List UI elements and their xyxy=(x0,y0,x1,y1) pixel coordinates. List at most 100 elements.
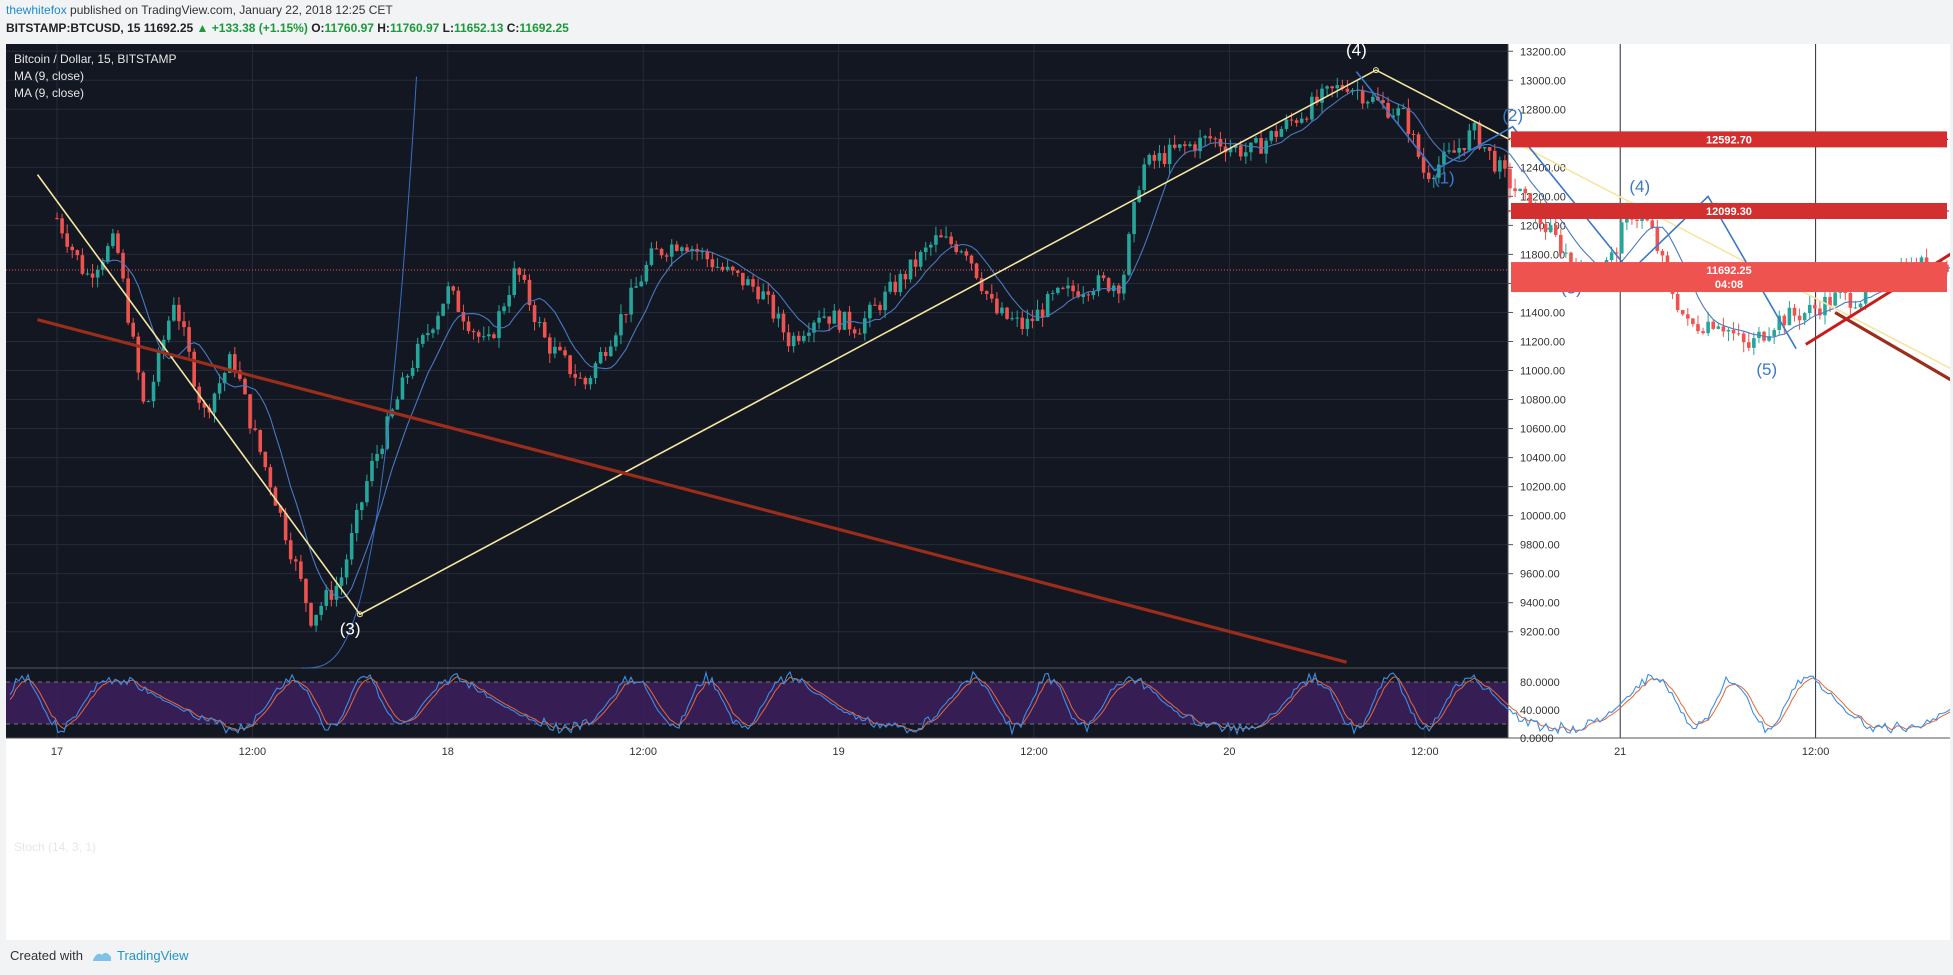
candle-body xyxy=(685,247,689,252)
candle-body xyxy=(1746,342,1751,348)
price-chart[interactable]: 13200.0013000.0012800.0012600.0012400.00… xyxy=(6,44,1950,940)
candle-body xyxy=(1086,294,1091,296)
candle-body xyxy=(243,378,247,395)
candle-body xyxy=(741,272,745,286)
low-label: L: xyxy=(442,21,454,35)
candle-body xyxy=(878,304,882,311)
candle-body xyxy=(1752,338,1756,348)
candle-body xyxy=(802,335,806,341)
candle-body xyxy=(1050,292,1055,294)
candle-body xyxy=(349,533,354,560)
y-tick-label: 13000.00 xyxy=(1520,75,1566,87)
candle-body xyxy=(1553,225,1558,235)
candle-body xyxy=(1015,317,1019,319)
candle-body xyxy=(1198,137,1202,152)
author-link[interactable]: thewhitefox xyxy=(6,3,67,17)
change-arrow-icon: ▲ xyxy=(196,21,209,35)
candle-body xyxy=(481,336,486,338)
candle-body xyxy=(807,332,811,336)
candle-body xyxy=(1640,217,1644,221)
candle-body xyxy=(761,291,765,300)
candle-body xyxy=(405,375,410,378)
candle-body xyxy=(1244,152,1248,157)
candle-body xyxy=(293,559,298,562)
trendline[interactable] xyxy=(1834,311,1950,654)
candle-body xyxy=(593,363,598,379)
trend-handle[interactable] xyxy=(356,611,363,618)
price-axis-badge-label: 11692.25 xyxy=(1706,265,1751,277)
candle-body xyxy=(1177,144,1182,148)
y-tick-label: 9400.00 xyxy=(1520,598,1560,610)
candle-body xyxy=(1096,275,1101,292)
candle-body xyxy=(857,333,862,335)
candle-body xyxy=(487,334,491,337)
candle-body xyxy=(1371,96,1375,102)
candle-body xyxy=(1477,122,1482,149)
candle-body xyxy=(659,248,664,256)
candle-body xyxy=(1045,293,1050,317)
chart-area[interactable]: 13200.0013000.0012800.0012600.0012400.00… xyxy=(6,44,1950,940)
y-tick-label: 10800.00 xyxy=(1520,395,1566,407)
candle-body xyxy=(1452,150,1456,153)
candle-body xyxy=(1731,329,1736,334)
tradingview-brand[interactable]: TradingView xyxy=(91,948,189,963)
elliott-wave-line[interactable] xyxy=(1355,71,1797,350)
candle-body xyxy=(512,268,517,296)
candle-body xyxy=(227,354,232,373)
y-tick-label: 10600.00 xyxy=(1520,424,1566,436)
candle-body xyxy=(182,321,186,328)
candle-body xyxy=(253,428,257,430)
candle-body xyxy=(1696,324,1700,332)
trendline[interactable] xyxy=(37,318,1348,664)
candle-body xyxy=(1843,291,1848,293)
candle-body xyxy=(1152,154,1157,161)
candle-body xyxy=(1492,150,1497,172)
candle-body xyxy=(1569,252,1573,264)
candle-body xyxy=(1310,96,1314,120)
stoch-k-line xyxy=(9,670,1950,736)
candle-body xyxy=(456,290,461,312)
candle-body xyxy=(1249,142,1253,153)
candle-body xyxy=(1335,85,1340,89)
tradingview-logo-icon xyxy=(92,952,111,961)
y-tick-label: 12000.00 xyxy=(1520,220,1566,232)
candle-body xyxy=(1259,137,1263,154)
candle-body xyxy=(1066,285,1070,289)
candle-body xyxy=(1223,146,1228,153)
candle-body xyxy=(156,350,161,382)
candle-body xyxy=(1030,318,1035,321)
candle-body xyxy=(558,346,562,351)
candle-body xyxy=(1193,144,1197,152)
last-price: 11692.25 xyxy=(143,21,194,35)
candle-body xyxy=(954,244,959,252)
candle-body xyxy=(70,246,75,251)
candle-body xyxy=(1381,100,1385,103)
candle-body xyxy=(121,252,125,279)
candle-body xyxy=(1391,115,1395,118)
candle-body xyxy=(1076,291,1080,298)
candle-body xyxy=(984,291,989,294)
candle-body xyxy=(766,291,771,295)
candle-body xyxy=(354,510,359,534)
x-tick-label: 12:00 xyxy=(1411,746,1439,758)
trendline[interactable] xyxy=(36,69,1951,653)
open-value: 11760.97 xyxy=(324,21,374,35)
candle-body xyxy=(827,316,832,324)
candle-body xyxy=(1010,318,1014,320)
candle-body xyxy=(238,370,242,379)
candle-body xyxy=(288,540,293,560)
trend-handle[interactable] xyxy=(1372,67,1379,74)
candle-body xyxy=(441,303,445,316)
candle-body xyxy=(1858,303,1863,308)
candle-body xyxy=(1467,130,1472,151)
candle-body xyxy=(1711,321,1716,329)
candle-body xyxy=(1401,107,1406,109)
candle-body xyxy=(969,255,974,264)
x-tick-label: 20 xyxy=(1223,746,1235,758)
candle-body xyxy=(1274,131,1279,137)
ma-legend-2: MA (9, close) xyxy=(14,86,85,100)
y-tick-label: 9600.00 xyxy=(1520,569,1560,581)
candle-body xyxy=(420,335,425,344)
candle-body xyxy=(1091,291,1096,296)
candle-body xyxy=(360,502,364,511)
